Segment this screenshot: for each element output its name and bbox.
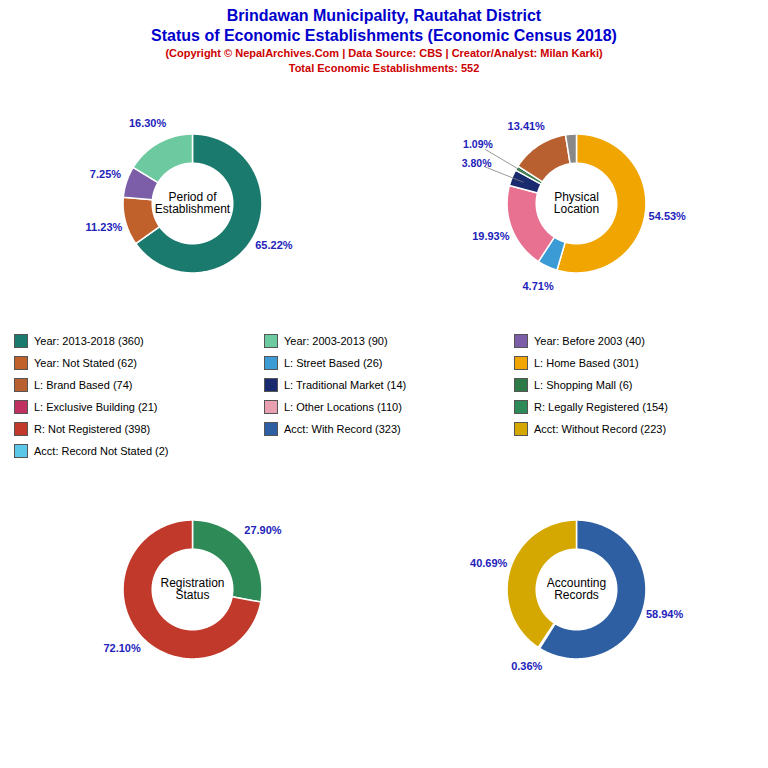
html-text:L: Brand Based (74): L: Brand Based (74): [34, 379, 133, 391]
svg-text:3.80%: 3.80%: [462, 157, 492, 169]
svg-text:65.22%: 65.22%: [255, 239, 293, 251]
html-text:Brindawan Municipality, Rautah: Brindawan Municipality, Rautahat Distric…: [226, 7, 542, 24]
html-text:R: Not Registered (398): R: Not Registered (398): [34, 423, 151, 435]
svg-text:27.90%: 27.90%: [244, 524, 282, 536]
svg-text:72.10%: 72.10%: [103, 642, 141, 654]
svg-text:Period ofEstablishment: Period ofEstablishment: [155, 190, 231, 216]
svg-text:16.30%: 16.30%: [129, 117, 167, 129]
svg-text:AccountingRecords: AccountingRecords: [547, 576, 606, 602]
html-text:Status of Economic Establishme: Status of Economic Establishments (Econo…: [151, 27, 617, 44]
html-text:Total Economic Establishments:: Total Economic Establishments: 552: [288, 62, 480, 74]
svg-text:4.71%: 4.71%: [522, 280, 553, 292]
html-text:L: Traditional Market (14): L: Traditional Market (14): [284, 379, 407, 391]
html-text:Acct: Record Not Stated (2): Acct: Record Not Stated (2): [34, 445, 169, 457]
html-text:L: Street Based (26): L: Street Based (26): [284, 357, 383, 369]
html-text:L: Shopping Mall (6): L: Shopping Mall (6): [534, 379, 633, 391]
svg-text:7.25%: 7.25%: [90, 168, 121, 180]
html-text:Year: Before 2003 (40): Year: Before 2003 (40): [534, 335, 645, 347]
svg-text:RegistrationStatus: RegistrationStatus: [160, 576, 224, 602]
html-text:R: Legally Registered (154): R: Legally Registered (154): [534, 401, 668, 413]
svg-text:19.93%: 19.93%: [472, 230, 510, 242]
html-text:L: Exclusive Building (21): L: Exclusive Building (21): [34, 401, 158, 413]
svg-text:54.53%: 54.53%: [649, 210, 687, 222]
svg-text:58.94%: 58.94%: [646, 608, 684, 620]
html-text:Year: 2013-2018 (360): Year: 2013-2018 (360): [34, 335, 144, 347]
svg-text:PhysicalLocation: PhysicalLocation: [554, 190, 599, 216]
html-text:(Copyright © NepalArchives.Com: (Copyright © NepalArchives.Com | Data So…: [165, 47, 603, 59]
html-text:L: Home Based (301): L: Home Based (301): [534, 357, 639, 369]
html-text:Year: Not Stated (62): Year: Not Stated (62): [34, 357, 137, 369]
html-text:Acct: Without Record (223): Acct: Without Record (223): [534, 423, 667, 435]
svg-text:11.23%: 11.23%: [86, 221, 123, 233]
svg-text:13.41%: 13.41%: [508, 120, 546, 132]
html-text:Acct: With Record (323): Acct: With Record (323): [284, 423, 401, 435]
svg-text:0.36%: 0.36%: [511, 660, 542, 672]
svg-text:1.09%: 1.09%: [463, 138, 493, 150]
svg-text:40.69%: 40.69%: [470, 557, 508, 569]
html-text:L: Other Locations (110): L: Other Locations (110): [284, 401, 402, 413]
html-text:Year: 2003-2013 (90): Year: 2003-2013 (90): [284, 335, 388, 347]
